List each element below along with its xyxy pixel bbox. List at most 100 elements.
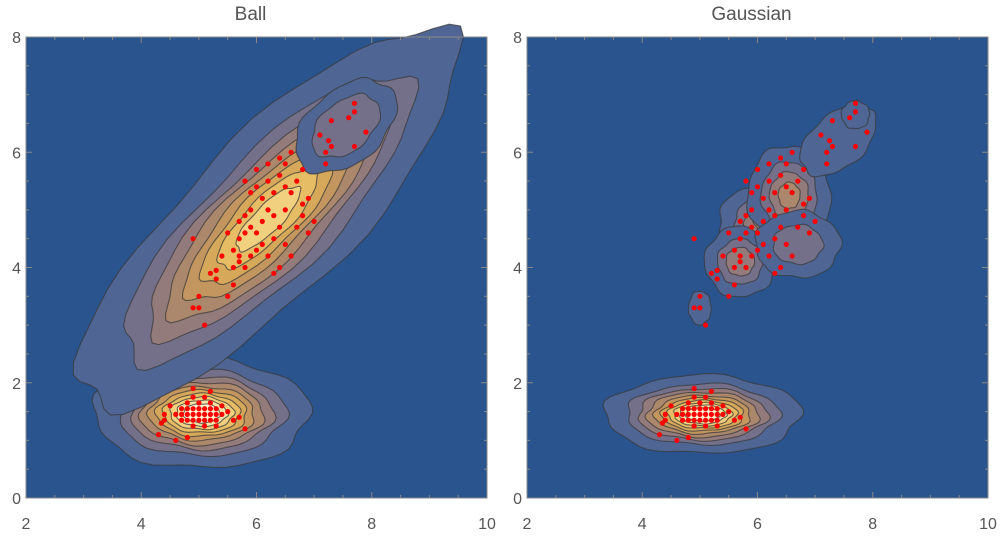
data-point bbox=[271, 213, 277, 219]
data-point bbox=[225, 409, 231, 415]
data-point bbox=[708, 388, 714, 394]
data-point bbox=[179, 406, 185, 412]
data-point bbox=[288, 190, 294, 196]
data-point bbox=[691, 411, 697, 417]
data-point bbox=[818, 132, 824, 138]
data-point bbox=[754, 247, 761, 253]
data-point bbox=[720, 403, 726, 409]
x-tick-label: 4 bbox=[638, 516, 647, 533]
data-point bbox=[277, 224, 283, 230]
data-point bbox=[829, 118, 835, 124]
data-point bbox=[202, 423, 208, 429]
data-point bbox=[691, 305, 697, 311]
data-point bbox=[749, 207, 755, 213]
data-point bbox=[743, 264, 749, 271]
data-point bbox=[288, 253, 294, 259]
data-point bbox=[754, 184, 761, 190]
data-point bbox=[305, 230, 311, 236]
x-tick-label: 2 bbox=[523, 516, 532, 533]
data-point bbox=[697, 293, 703, 299]
data-point bbox=[259, 218, 265, 224]
data-point bbox=[659, 420, 665, 426]
gaussian-panel: Gaussian 2 4 6 8 10 0 2 4 6 8 bbox=[501, 0, 1002, 541]
data-point bbox=[662, 411, 668, 417]
data-point bbox=[749, 253, 755, 259]
data-point bbox=[801, 166, 807, 173]
data-point bbox=[248, 253, 254, 259]
data-point bbox=[173, 411, 179, 417]
data-point bbox=[731, 282, 737, 288]
data-point bbox=[685, 411, 691, 417]
data-point bbox=[225, 230, 231, 236]
data-point bbox=[325, 138, 332, 144]
data-point bbox=[806, 195, 812, 201]
y-tick-label: 0 bbox=[12, 491, 21, 508]
data-point bbox=[680, 406, 686, 412]
data-point bbox=[265, 178, 271, 184]
data-point bbox=[213, 267, 219, 273]
data-point bbox=[271, 270, 277, 276]
data-point bbox=[737, 253, 743, 259]
x-tick-label: 6 bbox=[252, 516, 261, 533]
data-point bbox=[230, 264, 236, 271]
data-point bbox=[778, 172, 784, 178]
data-point bbox=[691, 417, 697, 423]
data-point bbox=[253, 247, 260, 253]
data-point bbox=[656, 432, 663, 438]
data-point bbox=[158, 420, 164, 426]
data-point bbox=[265, 207, 271, 213]
y-tick-label: 0 bbox=[513, 491, 522, 508]
data-point bbox=[760, 241, 766, 247]
data-point bbox=[242, 426, 248, 432]
data-point bbox=[179, 417, 185, 423]
data-point bbox=[213, 276, 219, 282]
data-point bbox=[743, 213, 749, 219]
data-point bbox=[161, 411, 167, 417]
data-point bbox=[236, 253, 242, 259]
data-point bbox=[714, 406, 720, 412]
data-point bbox=[259, 241, 265, 247]
data-point bbox=[236, 259, 242, 265]
data-point bbox=[731, 247, 737, 253]
data-point bbox=[196, 406, 202, 412]
data-point bbox=[697, 411, 703, 417]
data-point bbox=[801, 201, 807, 207]
data-point bbox=[691, 406, 697, 412]
data-point bbox=[783, 161, 789, 167]
data-point bbox=[743, 178, 749, 184]
data-point bbox=[190, 236, 196, 242]
data-point bbox=[674, 437, 680, 443]
data-point bbox=[225, 293, 231, 299]
data-point bbox=[754, 166, 761, 173]
data-point bbox=[196, 400, 202, 406]
data-point bbox=[731, 264, 737, 271]
data-point bbox=[305, 195, 311, 201]
x-tick-label: 10 bbox=[979, 516, 997, 533]
data-point bbox=[300, 166, 306, 173]
data-point bbox=[202, 322, 208, 328]
data-point bbox=[207, 406, 213, 412]
data-point bbox=[847, 115, 853, 121]
data-point bbox=[202, 394, 208, 400]
data-point bbox=[351, 109, 358, 115]
data-point bbox=[703, 411, 709, 417]
data-point bbox=[726, 230, 732, 236]
data-point bbox=[282, 161, 288, 167]
data-point bbox=[668, 403, 674, 409]
data-point bbox=[743, 230, 749, 236]
data-point bbox=[213, 406, 219, 412]
data-point bbox=[288, 149, 294, 155]
data-point bbox=[184, 417, 190, 423]
data-point bbox=[703, 394, 709, 400]
data-point bbox=[737, 236, 743, 242]
data-point bbox=[248, 190, 254, 196]
data-point bbox=[697, 305, 703, 311]
data-point bbox=[190, 394, 196, 400]
data-point bbox=[720, 411, 726, 417]
data-point bbox=[196, 305, 202, 311]
data-point bbox=[236, 414, 242, 420]
gaussian-chart-title: Gaussian bbox=[711, 4, 792, 25]
data-point bbox=[737, 259, 743, 265]
data-point bbox=[812, 218, 818, 224]
data-point bbox=[783, 241, 789, 247]
